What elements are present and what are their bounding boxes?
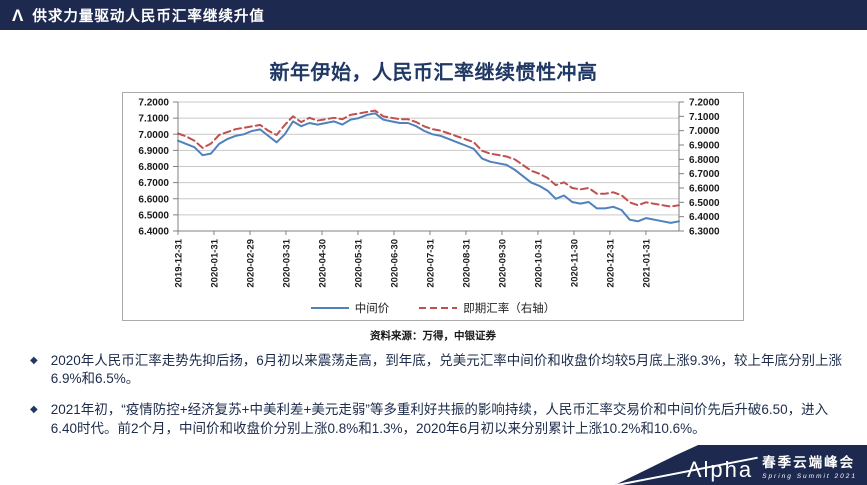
svg-text:6.3000: 6.3000: [689, 227, 720, 238]
svg-text:2020-09-30: 2020-09-30: [497, 239, 508, 288]
footer-event-name: 春季云端峰会: [762, 455, 856, 470]
slide-title: 新年伊始，人民币汇率继续惯性冲高: [269, 62, 598, 84]
svg-text:7.0000: 7.0000: [689, 126, 720, 137]
chart-source-text: 资料来源：万得，中银证券: [370, 330, 496, 342]
footer-event-subtitle: Spring Summit 2021: [762, 473, 857, 480]
legend-label-midpoint: 中间价: [354, 303, 390, 315]
bullet-text-2: 2021年初，“疫情防控+经济复苏+中美利差+美元走弱”等多重利好共振的影响持续…: [50, 402, 829, 436]
blue-solid-line-icon: [310, 307, 349, 309]
svg-text:7.2000: 7.2000: [689, 98, 720, 109]
bullet-text-1: 2020年人民币汇率走势先抑后扬，6月初以来震荡走高，到年底，兑美元汇率中间价和…: [50, 353, 843, 387]
footer-ribbon: Λlpha 春季云端峰会 Spring Summit 2021: [615, 445, 867, 485]
svg-text:6.5000: 6.5000: [689, 198, 720, 209]
svg-text:6.8000: 6.8000: [689, 155, 720, 166]
bullet-item-1: ◆ 2020年人民币汇率走势先抑后扬，6月初以来震荡走高，到年底，兑美元汇率中间…: [30, 352, 854, 388]
svg-text:7.0000: 7.0000: [138, 130, 169, 141]
svg-text:2020-06-30: 2020-06-30: [389, 239, 400, 288]
footer-content: Λlpha 春季云端峰会 Spring Summit 2021: [687, 451, 857, 481]
svg-text:6.6000: 6.6000: [138, 194, 169, 205]
svg-text:6.8000: 6.8000: [138, 162, 169, 173]
svg-text:2020-08-31: 2020-08-31: [461, 238, 472, 287]
svg-text:6.9000: 6.9000: [138, 146, 169, 157]
svg-text:6.4000: 6.4000: [689, 212, 720, 223]
legend-item-midpoint: 中间价: [310, 300, 390, 316]
svg-text:7.1000: 7.1000: [138, 114, 169, 125]
legend-item-spot: 即期汇率（右轴）: [419, 300, 555, 316]
svg-text:6.7000: 6.7000: [689, 169, 720, 180]
diamond-bullet-icon: ◆: [30, 355, 38, 366]
svg-text:2020-11-30: 2020-11-30: [569, 239, 580, 287]
header-title: 供求力量驱动人民币汇率继续升值: [32, 8, 265, 25]
svg-text:2020-05-31: 2020-05-31: [353, 238, 364, 287]
bullet-list: ◆ 2020年人民币汇率走势先抑后扬，6月初以来震荡走高，到年底，兑美元汇率中间…: [30, 352, 854, 451]
svg-text:7.1000: 7.1000: [689, 112, 720, 123]
svg-text:2020-03-31: 2020-03-31: [281, 238, 292, 287]
svg-text:6.5000: 6.5000: [138, 210, 169, 221]
footer-alpha-logo: Λlpha: [686, 457, 754, 483]
svg-text:6.7000: 6.7000: [138, 178, 169, 189]
svg-text:2021-01-31: 2021-01-31: [641, 238, 652, 287]
diamond-bullet-icon: ◆: [30, 404, 38, 416]
svg-text:2020-02-29: 2020-02-29: [245, 239, 256, 288]
svg-text:2020-07-31: 2020-07-31: [425, 238, 436, 287]
red-dashed-line-icon: [419, 307, 458, 309]
chart-panel: 7.2000 7.1000 7.0000 6.9000 6.8000 6.7000 6.60…: [122, 92, 744, 321]
header-bar: Λ 供求力量驱动人民币汇率继续升值: [0, 0, 867, 30]
legend-label-spot: 即期汇率（右轴）: [463, 303, 556, 315]
svg-text:6.9000: 6.9000: [689, 141, 720, 152]
chart-legend: 中间价 即期汇率（右轴）: [123, 297, 743, 319]
svg-text:2019-12-31: 2019-12-31: [174, 238, 185, 287]
svg-text:2020-10-31: 2020-10-31: [533, 238, 544, 287]
svg-text:6.6000: 6.6000: [689, 184, 720, 195]
svg-text:2020-04-30: 2020-04-30: [317, 239, 328, 288]
chart-svg: 7.2000 7.1000 7.0000 6.9000 6.8000 6.7000 6.60…: [138, 98, 720, 288]
alpha-triangle-logo-icon: Λ: [12, 5, 24, 25]
svg-text:2020-12-31: 2020-12-31: [605, 238, 616, 287]
bullet-item-2: ◆ 2021年初，“疫情防控+经济复苏+中美利差+美元走弱”等多重利好共振的影响…: [30, 401, 854, 437]
svg-text:7.2000: 7.2000: [138, 98, 169, 109]
svg-text:6.4000: 6.4000: [138, 227, 169, 238]
svg-text:2020-01-31: 2020-01-31: [209, 238, 220, 287]
